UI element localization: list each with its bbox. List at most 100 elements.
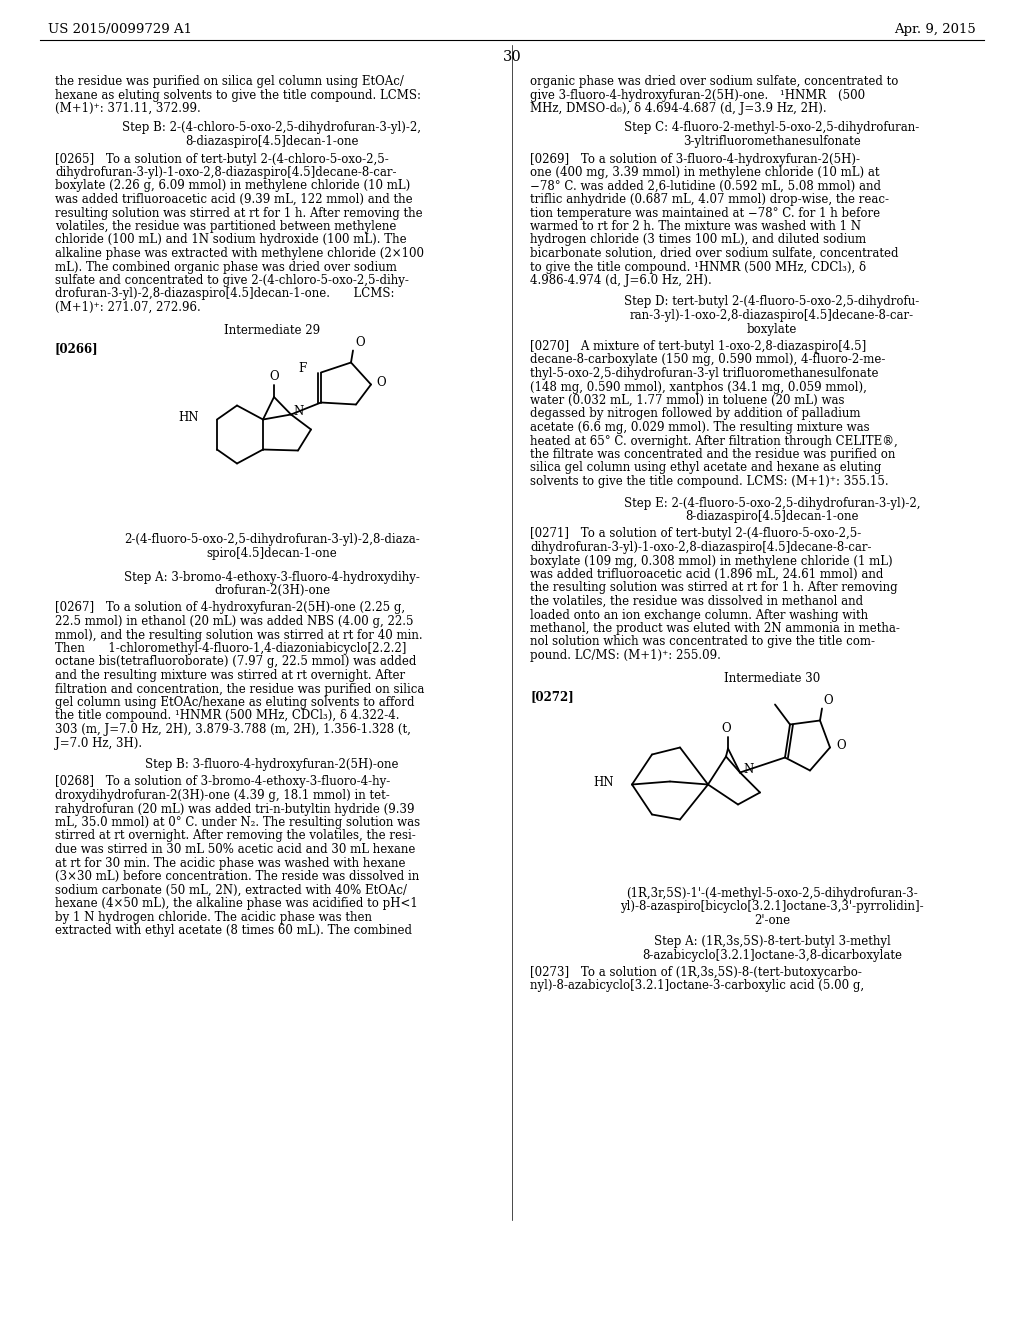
Text: gel column using EtOAc/hexane as eluting solvents to afford: gel column using EtOAc/hexane as eluting… — [55, 696, 415, 709]
Text: O: O — [376, 376, 386, 389]
Text: [0267] To a solution of 4-hydroxyfuran-2(5H)-one (2.25 g,: [0267] To a solution of 4-hydroxyfuran-2… — [55, 602, 406, 615]
Text: Step E: 2-(4-fluoro-5-oxo-2,5-dihydrofuran-3-yl)-2,: Step E: 2-(4-fluoro-5-oxo-2,5-dihydrofur… — [624, 496, 921, 510]
Text: Step B: 3-fluoro-4-hydroxyfuran-2(5H)-one: Step B: 3-fluoro-4-hydroxyfuran-2(5H)-on… — [145, 758, 398, 771]
Text: stirred at rt overnight. After removing the volatiles, the resi-: stirred at rt overnight. After removing … — [55, 829, 416, 842]
Text: HN: HN — [594, 776, 614, 789]
Text: nyl)-8-azabicyclo[3.2.1]octane-3-carboxylic acid (5.00 g,: nyl)-8-azabicyclo[3.2.1]octane-3-carboxy… — [530, 979, 864, 993]
Text: N: N — [743, 763, 754, 776]
Text: hexane (4×50 mL), the alkaline phase was acidified to pH<1: hexane (4×50 mL), the alkaline phase was… — [55, 898, 418, 909]
Text: US 2015/0099729 A1: US 2015/0099729 A1 — [48, 22, 193, 36]
Text: O: O — [269, 370, 279, 383]
Text: to give the title compound. ¹HNMR (500 MHz, CDCl₃), δ: to give the title compound. ¹HNMR (500 M… — [530, 260, 866, 273]
Text: [0268] To a solution of 3-bromo-4-ethoxy-3-fluoro-4-hy-: [0268] To a solution of 3-bromo-4-ethoxy… — [55, 776, 390, 788]
Text: [0272]: [0272] — [530, 690, 573, 704]
Text: (148 mg, 0.590 mmol), xantphos (34.1 mg, 0.059 mmol),: (148 mg, 0.590 mmol), xantphos (34.1 mg,… — [530, 380, 867, 393]
Text: [0269] To a solution of 3-fluoro-4-hydroxyfuran-2(5H)-: [0269] To a solution of 3-fluoro-4-hydro… — [530, 153, 860, 165]
Text: MHz, DMSO-d₆), δ 4.694-4.687 (d, J=3.9 Hz, 2H).: MHz, DMSO-d₆), δ 4.694-4.687 (d, J=3.9 H… — [530, 102, 826, 115]
Text: [0273] To a solution of (1R,3s,5S)-8-(tert-butoxycarbo-: [0273] To a solution of (1R,3s,5S)-8-(te… — [530, 966, 862, 979]
Text: 8-diazaspiro[4.5]decan-1-one: 8-diazaspiro[4.5]decan-1-one — [685, 510, 859, 523]
Text: 2-(4-fluoro-5-oxo-2,5-dihydrofuran-3-yl)-2,8-diaza-: 2-(4-fluoro-5-oxo-2,5-dihydrofuran-3-yl)… — [124, 533, 420, 546]
Text: Step C: 4-fluoro-2-methyl-5-oxo-2,5-dihydrofuran-: Step C: 4-fluoro-2-methyl-5-oxo-2,5-dihy… — [625, 121, 920, 135]
Text: 22.5 mmol) in ethanol (20 mL) was added NBS (4.00 g, 22.5: 22.5 mmol) in ethanol (20 mL) was added … — [55, 615, 414, 628]
Text: Intermediate 30: Intermediate 30 — [724, 672, 820, 685]
Text: 8-diazaspiro[4.5]decan-1-one: 8-diazaspiro[4.5]decan-1-one — [185, 135, 358, 148]
Text: resulting solution was stirred at rt for 1 h. After removing the: resulting solution was stirred at rt for… — [55, 206, 423, 219]
Text: one (400 mg, 3.39 mmol) in methylene chloride (10 mL) at: one (400 mg, 3.39 mmol) in methylene chl… — [530, 166, 880, 180]
Text: boxylate: boxylate — [746, 322, 798, 335]
Text: Step A: 3-bromo-4-ethoxy-3-fluoro-4-hydroxydihy-: Step A: 3-bromo-4-ethoxy-3-fluoro-4-hydr… — [124, 570, 420, 583]
Text: silica gel column using ethyl acetate and hexane as eluting: silica gel column using ethyl acetate an… — [530, 462, 882, 474]
Text: the volatiles, the residue was dissolved in methanol and: the volatiles, the residue was dissolved… — [530, 595, 863, 609]
Text: volatiles, the residue was partitioned between methylene: volatiles, the residue was partitioned b… — [55, 220, 396, 234]
Text: and the resulting mixture was stirred at rt overnight. After: and the resulting mixture was stirred at… — [55, 669, 406, 682]
Text: boxylate (2.26 g, 6.09 mmol) in methylene chloride (10 mL): boxylate (2.26 g, 6.09 mmol) in methylen… — [55, 180, 411, 193]
Text: [0270] A mixture of tert-butyl 1-oxo-2,8-diazaspiro[4.5]: [0270] A mixture of tert-butyl 1-oxo-2,8… — [530, 341, 866, 352]
Text: Step B: 2-(4-chloro-5-oxo-2,5-dihydrofuran-3-yl)-2,: Step B: 2-(4-chloro-5-oxo-2,5-dihydrofur… — [123, 121, 422, 135]
Text: J=7.0 Hz, 3H).: J=7.0 Hz, 3H). — [55, 737, 142, 750]
Text: solvents to give the title compound. LCMS: (M+1)⁺: 355.15.: solvents to give the title compound. LCM… — [530, 475, 889, 488]
Text: mL). The combined organic phase was dried over sodium: mL). The combined organic phase was drie… — [55, 260, 397, 273]
Text: dihydrofuran-3-yl)-1-oxo-2,8-diazaspiro[4.5]decane-8-car-: dihydrofuran-3-yl)-1-oxo-2,8-diazaspiro[… — [530, 541, 871, 554]
Text: filtration and concentration, the residue was purified on silica: filtration and concentration, the residu… — [55, 682, 424, 696]
Text: extracted with ethyl acetate (8 times 60 mL). The combined: extracted with ethyl acetate (8 times 60… — [55, 924, 412, 937]
Text: the title compound. ¹HNMR (500 MHz, CDCl₃), δ 4.322-4.: the title compound. ¹HNMR (500 MHz, CDCl… — [55, 710, 399, 722]
Text: yl)-8-azaspiro[bicyclo[3.2.1]octane-3,3'-pyrrolidin]-: yl)-8-azaspiro[bicyclo[3.2.1]octane-3,3'… — [621, 900, 924, 913]
Text: loaded onto an ion exchange column. After washing with: loaded onto an ion exchange column. Afte… — [530, 609, 868, 622]
Text: bicarbonate solution, dried over sodium sulfate, concentrated: bicarbonate solution, dried over sodium … — [530, 247, 898, 260]
Text: hexane as eluting solvents to give the title compound. LCMS:: hexane as eluting solvents to give the t… — [55, 88, 421, 102]
Text: rahydrofuran (20 mL) was added tri-n-butyltin hydride (9.39: rahydrofuran (20 mL) was added tri-n-but… — [55, 803, 415, 816]
Text: at rt for 30 min. The acidic phase was washed with hexane: at rt for 30 min. The acidic phase was w… — [55, 857, 406, 870]
Text: sulfate and concentrated to give 2-(4-chloro-5-oxo-2,5-dihy-: sulfate and concentrated to give 2-(4-ch… — [55, 275, 409, 286]
Text: O: O — [721, 722, 731, 734]
Text: mmol), and the resulting solution was stirred at rt for 40 min.: mmol), and the resulting solution was st… — [55, 628, 423, 642]
Text: 8-azabicyclo[3.2.1]octane-3,8-dicarboxylate: 8-azabicyclo[3.2.1]octane-3,8-dicarboxyl… — [642, 949, 902, 961]
Text: Apr. 9, 2015: Apr. 9, 2015 — [894, 22, 976, 36]
Text: chloride (100 mL) and 1N sodium hydroxide (100 mL). The: chloride (100 mL) and 1N sodium hydroxid… — [55, 234, 407, 247]
Text: drofuran-3-yl)-2,8-diazaspiro[4.5]decan-1-one.  LCMS:: drofuran-3-yl)-2,8-diazaspiro[4.5]decan-… — [55, 288, 394, 301]
Text: 4.986-4.974 (d, J=6.0 Hz, 2H).: 4.986-4.974 (d, J=6.0 Hz, 2H). — [530, 275, 712, 286]
Text: HN: HN — [178, 411, 199, 424]
Text: Step A: (1R,3s,5S)-8-tert-butyl 3-methyl: Step A: (1R,3s,5S)-8-tert-butyl 3-methyl — [653, 935, 891, 948]
Text: organic phase was dried over sodium sulfate, concentrated to: organic phase was dried over sodium sulf… — [530, 75, 898, 88]
Text: acetate (6.6 mg, 0.029 mmol). The resulting mixture was: acetate (6.6 mg, 0.029 mmol). The result… — [530, 421, 869, 434]
Text: O: O — [355, 335, 365, 348]
Text: 3-yltrifluoromethanesulfonate: 3-yltrifluoromethanesulfonate — [683, 135, 861, 148]
Text: water (0.032 mL, 1.77 mmol) in toluene (20 mL) was: water (0.032 mL, 1.77 mmol) in toluene (… — [530, 393, 845, 407]
Text: −78° C. was added 2,6-lutidine (0.592 mL, 5.08 mmol) and: −78° C. was added 2,6-lutidine (0.592 mL… — [530, 180, 881, 193]
Text: F: F — [299, 362, 307, 375]
Text: (1R,3r,5S)-1'-(4-methyl-5-oxo-2,5-dihydrofuran-3-: (1R,3r,5S)-1'-(4-methyl-5-oxo-2,5-dihydr… — [626, 887, 918, 899]
Text: drofuran-2(3H)-one: drofuran-2(3H)-one — [214, 583, 330, 597]
Text: droxydihydrofuran-2(3H)-one (4.39 g, 18.1 mmol) in tet-: droxydihydrofuran-2(3H)-one (4.39 g, 18.… — [55, 789, 390, 803]
Text: the residue was purified on silica gel column using EtOAc/: the residue was purified on silica gel c… — [55, 75, 403, 88]
Text: O: O — [823, 693, 833, 706]
Text: triflic anhydride (0.687 mL, 4.07 mmol) drop-wise, the reac-: triflic anhydride (0.687 mL, 4.07 mmol) … — [530, 193, 889, 206]
Text: by 1 N hydrogen chloride. The acidic phase was then: by 1 N hydrogen chloride. The acidic pha… — [55, 911, 372, 924]
Text: thyl-5-oxo-2,5-dihydrofuran-3-yl trifluoromethanesulfonate: thyl-5-oxo-2,5-dihydrofuran-3-yl trifluo… — [530, 367, 879, 380]
Text: Then  1-chloromethyl-4-fluoro-1,4-diazoniabicyclo[2.2.2]: Then 1-chloromethyl-4-fluoro-1,4-diazoni… — [55, 642, 407, 655]
Text: pound. LC/MS: (M+1)⁺: 255.09.: pound. LC/MS: (M+1)⁺: 255.09. — [530, 649, 721, 663]
Text: degassed by nitrogen followed by addition of palladium: degassed by nitrogen followed by additio… — [530, 408, 860, 421]
Text: heated at 65° C. overnight. After filtration through CELITE®,: heated at 65° C. overnight. After filtra… — [530, 434, 898, 447]
Text: hydrogen chloride (3 times 100 mL), and diluted sodium: hydrogen chloride (3 times 100 mL), and … — [530, 234, 866, 247]
Text: the resulting solution was stirred at rt for 1 h. After removing: the resulting solution was stirred at rt… — [530, 582, 898, 594]
Text: methanol, the product was eluted with 2N ammonia in metha-: methanol, the product was eluted with 2N… — [530, 622, 900, 635]
Text: due was stirred in 30 mL 50% acetic acid and 30 mL hexane: due was stirred in 30 mL 50% acetic acid… — [55, 843, 416, 855]
Text: dihydrofuran-3-yl)-1-oxo-2,8-diazaspiro[4.5]decane-8-car-: dihydrofuran-3-yl)-1-oxo-2,8-diazaspiro[… — [55, 166, 396, 180]
Text: sodium carbonate (50 mL, 2N), extracted with 40% EtOAc/: sodium carbonate (50 mL, 2N), extracted … — [55, 883, 407, 896]
Text: warmed to rt for 2 h. The mixture was washed with 1 N: warmed to rt for 2 h. The mixture was wa… — [530, 220, 861, 234]
Text: [0265] To a solution of tert-butyl 2-(4-chloro-5-oxo-2,5-: [0265] To a solution of tert-butyl 2-(4-… — [55, 153, 389, 165]
Text: boxylate (109 mg, 0.308 mmol) in methylene chloride (1 mL): boxylate (109 mg, 0.308 mmol) in methyle… — [530, 554, 893, 568]
Text: [0271] To a solution of tert-butyl 2-(4-fluoro-5-oxo-2,5-: [0271] To a solution of tert-butyl 2-(4-… — [530, 528, 861, 540]
Text: was added trifluoroacetic acid (9.39 mL, 122 mmol) and the: was added trifluoroacetic acid (9.39 mL,… — [55, 193, 413, 206]
Text: ran-3-yl)-1-oxo-2,8-diazaspiro[4.5]decane-8-car-: ran-3-yl)-1-oxo-2,8-diazaspiro[4.5]decan… — [630, 309, 914, 322]
Text: [0266]: [0266] — [55, 342, 98, 355]
Text: 303 (m, J=7.0 Hz, 2H), 3.879-3.788 (m, 2H), 1.356-1.328 (t,: 303 (m, J=7.0 Hz, 2H), 3.879-3.788 (m, 2… — [55, 723, 411, 737]
Text: N: N — [293, 405, 303, 418]
Text: Intermediate 29: Intermediate 29 — [224, 325, 321, 338]
Text: (M+1)⁺: 271.07, 272.96.: (M+1)⁺: 271.07, 272.96. — [55, 301, 201, 314]
Text: mL, 35.0 mmol) at 0° C. under N₂. The resulting solution was: mL, 35.0 mmol) at 0° C. under N₂. The re… — [55, 816, 420, 829]
Text: give 3-fluoro-4-hydroxyfuran-2(5H)-one. ¹HNMR (500: give 3-fluoro-4-hydroxyfuran-2(5H)-one. … — [530, 88, 865, 102]
Text: spiro[4.5]decan-1-one: spiro[4.5]decan-1-one — [207, 546, 337, 560]
Text: (M+1)⁺: 371.11, 372.99.: (M+1)⁺: 371.11, 372.99. — [55, 102, 201, 115]
Text: alkaline phase was extracted with methylene chloride (2×100: alkaline phase was extracted with methyl… — [55, 247, 424, 260]
